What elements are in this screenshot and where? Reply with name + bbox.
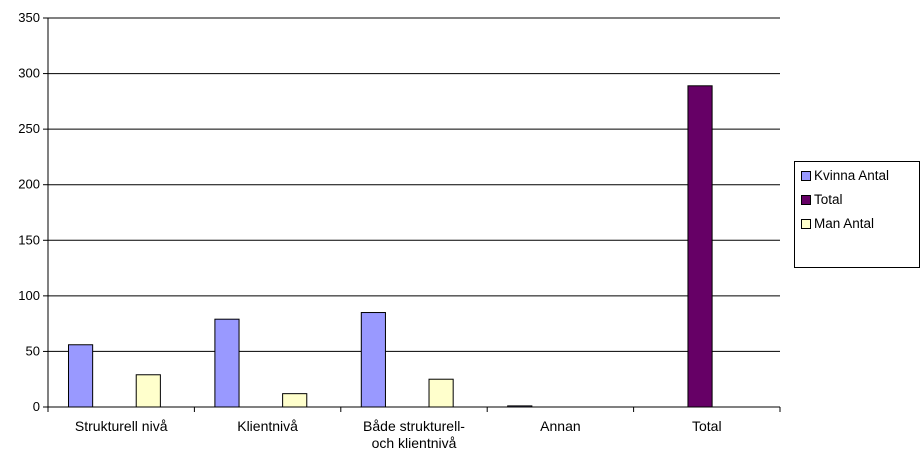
bar-man-antal — [428, 378, 454, 408]
legend-item-man-antal: Man Antal — [801, 216, 874, 231]
x-tick-label: Strukturell nivå — [75, 418, 168, 434]
bars — [67, 85, 713, 408]
legend-swatch-total — [801, 194, 811, 205]
legend-label-kvinna-antal: Kvinna Antal — [814, 168, 890, 183]
legend-item-kvinna-antal: Kvinna Antal — [801, 168, 889, 183]
legend-label-total: Total — [814, 192, 843, 207]
x-axis — [47, 406, 781, 412]
bar-man-antal — [282, 393, 308, 408]
y-tick-label: 200 — [18, 177, 40, 192]
legend-label-man-antal: Man Antal — [814, 216, 875, 231]
bar-total — [687, 85, 713, 408]
y-tick-label: 50 — [26, 343, 40, 358]
y-tick-label: 0 — [33, 399, 40, 414]
y-axis: 0 50 100 150 200 250 300 350 — [18, 10, 49, 414]
bar-kvinna-antal — [67, 344, 94, 408]
bar-kvinna-antal — [360, 312, 386, 408]
bar-kvinna-antal — [507, 405, 533, 408]
y-tick-label: 300 — [18, 66, 40, 81]
legend-swatch-man-antal — [801, 218, 811, 229]
x-tick-label: Total — [692, 418, 722, 434]
y-tick-label: 350 — [18, 10, 40, 25]
y-tick-label: 150 — [18, 232, 40, 247]
x-tick-label: Både strukturell-och klientnivå — [363, 418, 465, 451]
x-tick-label: Annan — [540, 418, 580, 434]
x-tick-label: Klientnivå — [237, 418, 298, 434]
legend-swatch-kvinna-antal — [801, 170, 811, 181]
gridlines — [48, 17, 780, 352]
category-labels: Strukturell nivå Klientnivå Både strukture… — [75, 418, 722, 451]
legend: Kvinna Antal Total Man Antal — [794, 161, 920, 268]
y-tick-label: 250 — [18, 121, 40, 136]
bar-kvinna-antal — [214, 318, 240, 408]
bar-man-antal — [135, 374, 161, 408]
y-tick-label: 100 — [18, 288, 40, 303]
legend-item-total: Total — [801, 192, 843, 207]
